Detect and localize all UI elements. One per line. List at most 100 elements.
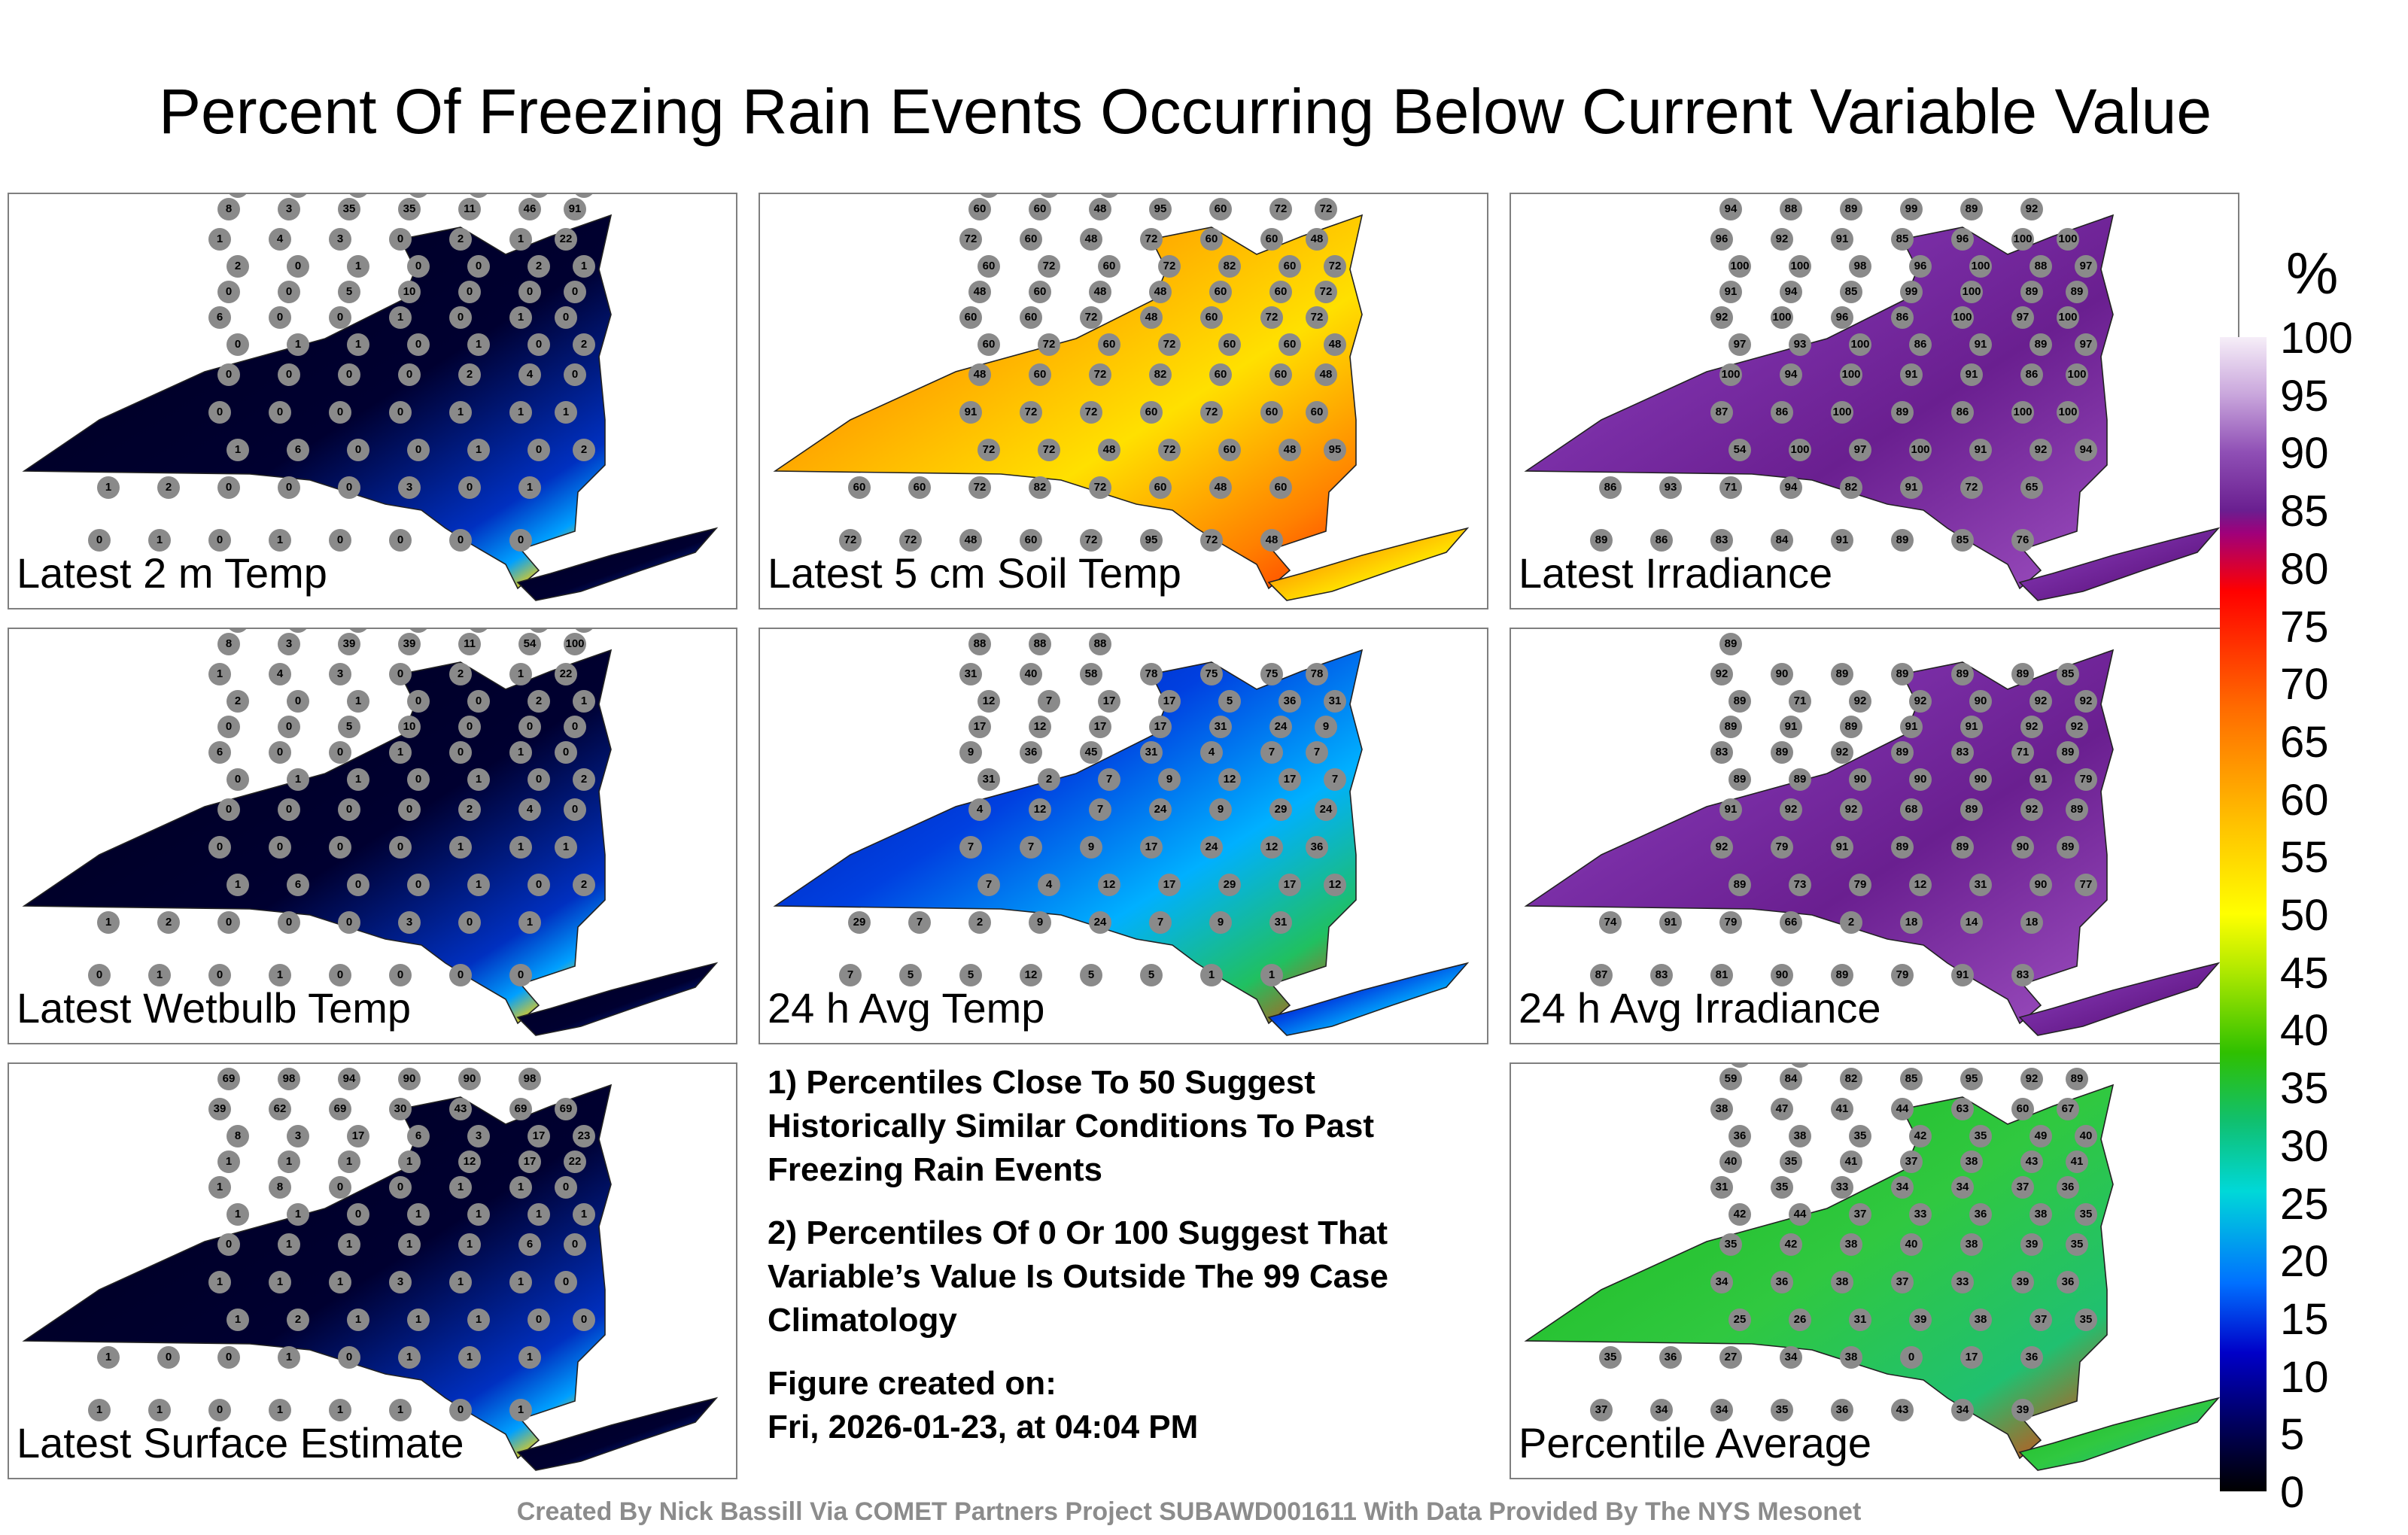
station-marker: 1: [97, 911, 120, 934]
station-marker: 100: [1728, 255, 1751, 278]
station-marker: 91: [1960, 716, 1983, 738]
station-marker: 77: [2075, 874, 2097, 896]
station-marker: 89: [1831, 964, 1853, 986]
station-marker: 1: [347, 255, 369, 278]
station-marker: 72: [1038, 439, 1060, 461]
station-marker: 48: [1260, 529, 1283, 552]
station-marker: 83: [1951, 741, 1974, 764]
station-marker: 3: [329, 663, 351, 685]
station-marker: 5: [338, 716, 360, 738]
station-marker: 95: [1149, 198, 1172, 220]
station-marker: 60: [1278, 255, 1301, 278]
station-marker: 33: [1909, 1203, 1932, 1226]
station-marker: 42: [1780, 1233, 1802, 1256]
station-marker: 35: [1771, 1176, 1793, 1199]
station-marker: 60: [1209, 281, 1232, 303]
station-marker: 91: [1719, 281, 1742, 303]
station-marker: 0: [278, 281, 300, 303]
map-panel: 7 5 5 12 5 5 1 1 29 7 2 9 24 7 9 31 7 4 12 17 29 17 12 7 7 9 17 24 1…: [759, 628, 1488, 1044]
station-marker: 2: [1840, 911, 1862, 934]
station-marker: 91: [1969, 439, 1992, 461]
station-marker: 0: [329, 529, 351, 552]
station-marker: 72: [977, 194, 1000, 198]
station-marker: 40: [1020, 663, 1042, 685]
station-marker: 36: [1278, 690, 1301, 713]
colorbar-tick: 25: [2280, 1179, 2329, 1229]
station-marker: 0: [389, 964, 412, 986]
station-marker: 0: [347, 439, 369, 461]
station-marker: 78: [1140, 663, 1163, 685]
station-marker: 35: [2075, 1309, 2097, 1331]
station-marker: 39: [2011, 1399, 2034, 1421]
station-marker: 8: [227, 1125, 249, 1147]
station-marker: 1: [278, 1150, 300, 1173]
station-marker: 22: [555, 663, 577, 685]
station-marker: 90: [458, 1068, 481, 1090]
station-marker: 94: [1780, 281, 1802, 303]
station-marker: 0: [208, 964, 231, 986]
colorbar-tick: 75: [2280, 602, 2329, 652]
station-marker: 60: [1306, 401, 1328, 424]
station-marker: 48: [1149, 281, 1172, 303]
station-marker: 87: [1590, 964, 1613, 986]
station-marker: 4: [1200, 741, 1223, 764]
state-outline: [516, 962, 719, 1036]
station-marker: 2: [573, 333, 595, 356]
station-marker: 98: [1849, 255, 1871, 278]
station-marker: 72: [1140, 228, 1163, 251]
station-marker: 100: [528, 629, 550, 633]
station-marker: 0: [407, 439, 430, 461]
station-marker: 8: [217, 633, 240, 655]
station-marker: 85: [2057, 663, 2079, 685]
station-marker: 68: [1900, 798, 1923, 821]
station-marker: 92: [2066, 716, 2088, 738]
station-marker: 72: [977, 439, 1000, 461]
station-marker: 1: [278, 1346, 300, 1369]
station-marker: 100: [2057, 401, 2079, 424]
station-marker: 97: [2075, 255, 2097, 278]
station-marker: 43: [449, 1098, 472, 1120]
station-marker: 3: [329, 228, 351, 251]
station-marker: 78: [1306, 663, 1328, 685]
station-marker: 1: [573, 690, 595, 713]
state-outline: [1267, 527, 1470, 601]
station-marker: 1: [509, 1399, 532, 1421]
station-marker: 99: [407, 194, 430, 198]
station-marker: 9: [1315, 716, 1337, 738]
station-marker: 1: [449, 836, 472, 859]
station-marker: 30: [389, 1098, 412, 1120]
station-marker: 99: [1900, 198, 1923, 220]
station-marker: 34: [1650, 1399, 1673, 1421]
station-marker: 48: [1098, 439, 1120, 461]
station-marker: 90: [1771, 663, 1793, 685]
station-marker: 82: [1840, 1068, 1862, 1090]
station-marker: 1: [467, 333, 490, 356]
station-marker: 35: [1849, 1125, 1871, 1147]
station-marker: 92: [2020, 716, 2043, 738]
station-marker: 43: [1891, 1399, 1914, 1421]
station-marker: 91: [1831, 529, 1853, 552]
station-marker: 0: [338, 476, 360, 499]
station-marker: 1: [208, 228, 231, 251]
station-marker: 92: [2020, 1068, 2043, 1090]
station-marker: 36: [1969, 1203, 1992, 1226]
station-marker: 54: [1728, 439, 1751, 461]
station-marker: 93: [1659, 476, 1682, 499]
station-marker: 89: [1951, 663, 1974, 685]
station-marker: 60: [2011, 1098, 2034, 1120]
station-marker: 0: [1900, 1346, 1923, 1369]
station-marker: 7: [1306, 741, 1328, 764]
station-marker: 72: [1089, 363, 1111, 386]
panel-label: 24 h Avg Temp: [768, 984, 1045, 1032]
station-marker: 100: [2057, 228, 2079, 251]
station-marker: 1: [88, 1399, 111, 1421]
station-marker: 0: [528, 874, 550, 896]
station-marker: 100: [1771, 306, 1793, 329]
station-marker: 5: [338, 281, 360, 303]
station-marker: 24: [1315, 798, 1337, 821]
station-marker: 0: [208, 529, 231, 552]
station-marker: 2: [449, 663, 472, 685]
station-marker: 72: [839, 529, 862, 552]
station-marker: 37: [1849, 1203, 1871, 1226]
station-marker: 1: [347, 333, 369, 356]
